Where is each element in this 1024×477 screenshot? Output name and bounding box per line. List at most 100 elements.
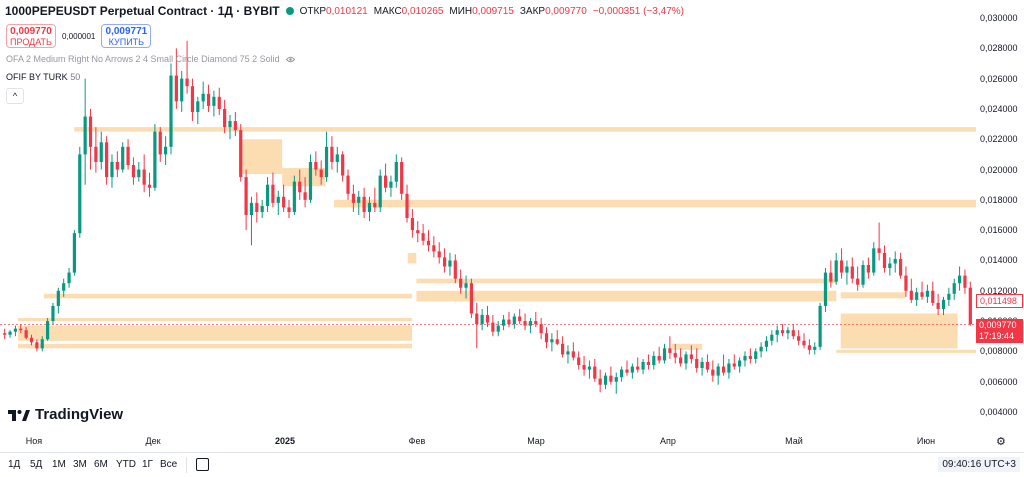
- utc-clock[interactable]: 09:40:16 UTC+3: [938, 457, 1020, 472]
- candle-up: [834, 260, 838, 282]
- candle-down: [244, 177, 248, 215]
- indicator-ofif[interactable]: OFIF BY TURK 50: [6, 72, 81, 82]
- candle-down: [555, 339, 559, 344]
- candle-down: [491, 322, 495, 332]
- candlestick-chart[interactable]: [0, 0, 976, 428]
- candle-up: [308, 161, 313, 200]
- candle-down: [223, 108, 227, 128]
- candle-up: [249, 202, 254, 215]
- candle-up: [614, 377, 618, 382]
- candle-down: [668, 348, 672, 353]
- supply-demand-zone: [840, 292, 906, 299]
- candle-down: [35, 342, 39, 349]
- collapse-legend-icon[interactable]: ^: [6, 88, 24, 104]
- candle-up: [169, 75, 173, 147]
- candle-up: [501, 319, 506, 326]
- time-tick: Апр: [660, 436, 676, 446]
- candle-up: [212, 96, 216, 106]
- supply-demand-zone: [407, 252, 417, 264]
- candle-up: [845, 266, 849, 273]
- range-5d[interactable]: 5Д: [30, 459, 43, 470]
- trade-panel: 0,009770 ПРОДАТЬ 0,000001 0,009771 КУПИТЬ: [6, 24, 152, 48]
- candle-down: [185, 78, 189, 87]
- candle-down: [233, 121, 237, 131]
- supply-demand-zone: [238, 139, 283, 175]
- candle-up: [378, 175, 382, 208]
- candle-down: [459, 278, 463, 288]
- candle-down: [298, 181, 302, 193]
- supply-demand-zone: [43, 293, 413, 299]
- candle-up: [164, 146, 168, 155]
- last-price-label: 0,009770 17:19:44: [976, 319, 1023, 343]
- candle-up: [775, 330, 779, 335]
- sell-button[interactable]: 0,009770 ПРОДАТЬ: [6, 24, 56, 48]
- candle-down: [802, 340, 806, 346]
- range-1d[interactable]: 1Д: [8, 459, 21, 470]
- range-1m[interactable]: 1М: [52, 459, 66, 470]
- candle-down: [598, 378, 602, 385]
- settings-icon[interactable]: ⚙: [996, 436, 1006, 448]
- time-tick: Фев: [408, 436, 426, 446]
- candle-down: [282, 196, 286, 208]
- candle-down: [839, 260, 844, 273]
- candle-up: [700, 361, 704, 369]
- candle-down: [24, 330, 28, 338]
- candle-down: [319, 169, 323, 178]
- supply-demand-zone: [836, 349, 976, 353]
- symbol-title[interactable]: 1000PEPEUSDT Perpetual Contract · 1Д · B…: [5, 4, 280, 18]
- candle-down: [507, 319, 511, 325]
- candle-up: [260, 205, 264, 212]
- candle-up: [512, 316, 516, 325]
- candle-down: [593, 366, 597, 379]
- range-6m[interactable]: 6М: [94, 459, 108, 470]
- candle-down: [158, 131, 162, 155]
- candle-down: [882, 252, 887, 269]
- toolbar-divider: [186, 457, 187, 473]
- candle-up: [121, 146, 125, 170]
- range-ytd[interactable]: YTD: [116, 459, 136, 470]
- candle-up: [743, 355, 747, 361]
- buy-button[interactable]: 0,009771 КУПИТЬ: [101, 24, 152, 48]
- range-3m[interactable]: 3М: [73, 459, 87, 470]
- candle-up: [389, 181, 393, 188]
- candle-up: [872, 248, 876, 273]
- ohlc-low: МИН0,009715: [449, 5, 514, 17]
- price-tick: 0,016000: [980, 225, 1018, 236]
- price-tick: 0,028000: [980, 43, 1018, 54]
- candle-down: [314, 161, 318, 170]
- chart-area[interactable]: [0, 0, 976, 428]
- candle-up: [759, 346, 763, 352]
- visibility-icon[interactable]: [285, 55, 295, 64]
- candle-down: [936, 302, 940, 309]
- tradingview-logo[interactable]: TradingView: [8, 406, 123, 423]
- candle-up: [641, 361, 645, 370]
- candle-up: [528, 321, 533, 326]
- indicator-ofa[interactable]: OFA 2 Medium Right No Arrows 2 4 Small C…: [6, 54, 295, 64]
- candle-down: [539, 324, 543, 334]
- candle-down: [931, 290, 935, 303]
- price-axis[interactable]: 0,030000 0,028000 0,026000 0,024000 0,022000…: [976, 0, 1024, 428]
- candle-up: [40, 339, 44, 349]
- candle-down: [373, 202, 377, 208]
- range-all[interactable]: Все: [160, 459, 178, 470]
- candle-up: [662, 348, 667, 361]
- candle-up: [764, 340, 769, 347]
- candle-down: [174, 75, 178, 102]
- candle-down: [142, 169, 146, 185]
- time-axis[interactable]: Ноя Дек 2025 Фев Мар Апр Май Июн: [0, 430, 976, 450]
- range-1y[interactable]: 1Г: [142, 459, 153, 470]
- candle-up: [947, 293, 951, 300]
- candle-down: [695, 358, 699, 369]
- candle-down: [432, 245, 436, 252]
- time-tick: Май: [785, 436, 803, 446]
- candle-up: [357, 196, 361, 203]
- candle-down: [131, 164, 136, 178]
- candle-down: [646, 361, 651, 366]
- candle-down: [705, 361, 710, 370]
- candle-up: [652, 355, 656, 366]
- candle-down: [920, 292, 924, 297]
- candle-down: [29, 337, 34, 343]
- candle-up: [324, 146, 329, 178]
- candle-up: [770, 334, 774, 341]
- calendar-icon[interactable]: [196, 458, 209, 471]
